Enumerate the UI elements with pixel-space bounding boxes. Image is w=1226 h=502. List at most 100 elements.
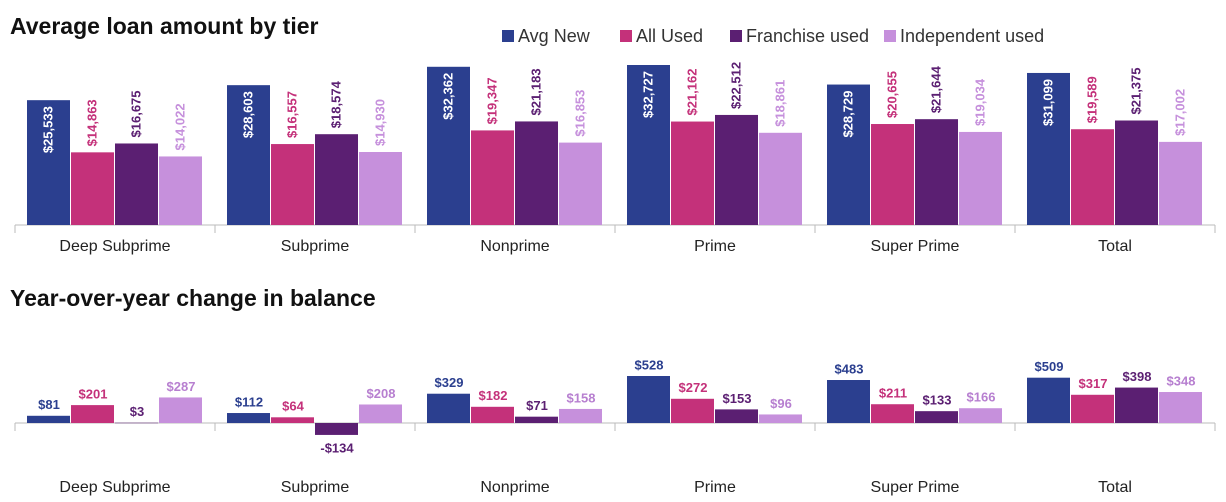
data-label: $18,861 bbox=[772, 80, 787, 127]
data-label: $19,034 bbox=[972, 78, 987, 126]
chart-title: Year-over-year change in balance bbox=[10, 285, 376, 311]
data-label: $208 bbox=[367, 386, 396, 401]
bar bbox=[915, 411, 958, 423]
bar bbox=[871, 124, 914, 225]
legend-label: Independent used bbox=[900, 26, 1044, 46]
data-label: $28,729 bbox=[840, 91, 855, 138]
bar bbox=[227, 413, 270, 423]
bar bbox=[159, 156, 202, 225]
x-tick-label: Deep Subprime bbox=[59, 479, 170, 496]
bar bbox=[1071, 129, 1114, 225]
x-tick-label: Deep Subprime bbox=[59, 238, 170, 255]
bar bbox=[827, 84, 870, 225]
bar bbox=[471, 406, 514, 423]
legend-label: Franchise used bbox=[746, 26, 869, 46]
legend-swatch bbox=[730, 30, 742, 42]
data-label: $16,853 bbox=[572, 90, 587, 137]
bar bbox=[715, 114, 758, 225]
data-label: $201 bbox=[79, 387, 108, 402]
bar bbox=[671, 398, 714, 423]
data-label: $348 bbox=[1167, 373, 1196, 388]
data-label: $18,574 bbox=[328, 80, 343, 128]
data-label: $158 bbox=[567, 390, 596, 405]
data-label: $17,002 bbox=[1172, 89, 1187, 136]
data-label: -$134 bbox=[320, 440, 354, 455]
data-label: $317 bbox=[1079, 376, 1108, 391]
data-label: $14,863 bbox=[84, 99, 99, 146]
data-label: $14,930 bbox=[372, 99, 387, 146]
data-label: $3 bbox=[130, 404, 144, 419]
bar bbox=[1027, 72, 1070, 226]
data-label: $64 bbox=[282, 399, 304, 414]
bar bbox=[227, 85, 270, 225]
data-label: $71 bbox=[526, 398, 548, 413]
bar bbox=[715, 409, 758, 423]
x-tick-label: Total bbox=[1098, 479, 1132, 496]
data-label: $19,589 bbox=[1084, 76, 1099, 123]
bar bbox=[627, 65, 670, 225]
data-label: $22,512 bbox=[728, 62, 743, 109]
x-tick-label: Subprime bbox=[281, 238, 350, 255]
bar bbox=[627, 376, 670, 423]
bar bbox=[271, 417, 314, 423]
data-label: $329 bbox=[435, 375, 464, 390]
bar bbox=[359, 404, 402, 423]
bar bbox=[959, 408, 1002, 423]
bar bbox=[159, 397, 202, 423]
bar bbox=[427, 66, 470, 226]
bar bbox=[1071, 394, 1114, 423]
x-tick-label: Subprime bbox=[281, 479, 350, 496]
data-label: $272 bbox=[679, 380, 708, 395]
x-tick-label: Super Prime bbox=[871, 238, 960, 255]
legend-swatch bbox=[502, 30, 514, 42]
data-label: $182 bbox=[479, 388, 508, 403]
x-tick-label: Super Prime bbox=[871, 479, 960, 496]
data-label: $509 bbox=[1035, 359, 1064, 374]
data-label: $398 bbox=[1123, 369, 1152, 384]
legend-swatch bbox=[620, 30, 632, 42]
bar bbox=[871, 404, 914, 423]
legend-label: Avg New bbox=[518, 26, 591, 46]
bar bbox=[959, 131, 1002, 225]
data-label: $21,183 bbox=[528, 68, 543, 115]
bar bbox=[115, 143, 158, 225]
data-label: $21,375 bbox=[1128, 67, 1143, 114]
data-label: $19,347 bbox=[484, 77, 499, 124]
bar bbox=[27, 100, 70, 225]
bar bbox=[471, 130, 514, 225]
data-label: $32,362 bbox=[440, 73, 455, 120]
data-label: $14,022 bbox=[172, 103, 187, 150]
bar bbox=[427, 393, 470, 423]
bar bbox=[359, 152, 402, 225]
x-tick-label: Nonprime bbox=[480, 479, 549, 496]
data-label: $153 bbox=[723, 391, 752, 406]
data-label: $28,603 bbox=[240, 91, 255, 138]
data-label: $20,655 bbox=[884, 71, 899, 118]
data-label: $528 bbox=[635, 357, 664, 372]
bar bbox=[315, 134, 358, 225]
bar bbox=[515, 416, 558, 423]
bar bbox=[1159, 141, 1202, 225]
data-label: $16,675 bbox=[128, 90, 143, 137]
bar bbox=[1115, 387, 1158, 423]
bar bbox=[559, 408, 602, 423]
bar bbox=[759, 132, 802, 225]
data-label: $287 bbox=[167, 379, 196, 394]
data-label: $211 bbox=[879, 386, 907, 401]
bar bbox=[27, 415, 70, 423]
data-label: $25,533 bbox=[40, 106, 55, 153]
data-label: $112 bbox=[235, 394, 263, 409]
bar bbox=[559, 142, 602, 225]
x-tick-label: Nonprime bbox=[480, 238, 549, 255]
data-label: $31,099 bbox=[1040, 79, 1055, 126]
bar bbox=[71, 405, 114, 423]
data-label: $81 bbox=[38, 397, 60, 412]
data-label: $166 bbox=[967, 390, 996, 405]
bar bbox=[115, 422, 158, 424]
data-label: $32,727 bbox=[640, 71, 655, 118]
data-label: $21,644 bbox=[928, 65, 943, 113]
bar bbox=[915, 119, 958, 225]
data-label: $96 bbox=[770, 396, 792, 411]
bar bbox=[1027, 377, 1070, 423]
